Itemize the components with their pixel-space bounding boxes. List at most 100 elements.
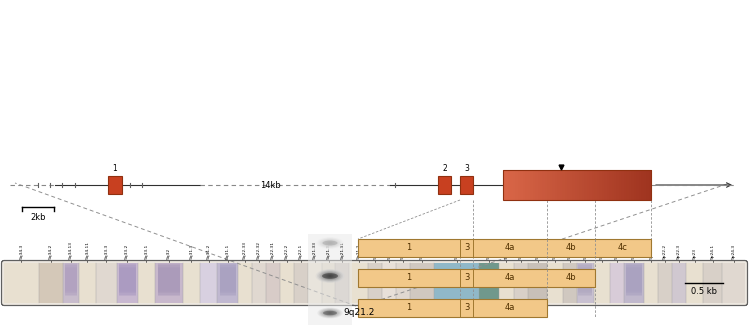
Ellipse shape bbox=[317, 237, 344, 249]
Bar bbox=[510, 170, 513, 200]
Bar bbox=[358, 269, 595, 287]
Ellipse shape bbox=[324, 240, 337, 246]
Bar bbox=[438, 176, 451, 194]
Text: 4a: 4a bbox=[505, 303, 515, 312]
Bar bbox=[525, 170, 528, 200]
Bar bbox=[636, 170, 639, 200]
Bar bbox=[597, 170, 600, 200]
Bar bbox=[607, 170, 610, 200]
Bar bbox=[308, 234, 352, 325]
Bar bbox=[533, 170, 536, 200]
Bar bbox=[594, 263, 610, 303]
Bar bbox=[294, 263, 308, 303]
Ellipse shape bbox=[315, 269, 345, 283]
Bar bbox=[79, 263, 96, 303]
Text: 9q21.31: 9q21.31 bbox=[340, 241, 345, 259]
Text: 3: 3 bbox=[464, 273, 469, 282]
Text: 9q34.2: 9q34.2 bbox=[49, 244, 53, 259]
Text: 2: 2 bbox=[442, 164, 447, 173]
Text: 1: 1 bbox=[112, 164, 118, 173]
Bar bbox=[503, 170, 506, 200]
Bar bbox=[567, 170, 570, 200]
Bar bbox=[252, 263, 266, 303]
Bar bbox=[219, 264, 236, 292]
Bar bbox=[625, 263, 642, 291]
Bar bbox=[219, 268, 236, 296]
Bar bbox=[622, 170, 625, 200]
Bar bbox=[158, 263, 180, 291]
Bar bbox=[308, 263, 321, 303]
Bar bbox=[616, 170, 619, 200]
Bar bbox=[200, 263, 217, 303]
Bar bbox=[723, 263, 745, 303]
Bar bbox=[686, 263, 703, 303]
Bar bbox=[521, 170, 524, 200]
Ellipse shape bbox=[322, 239, 338, 247]
Bar bbox=[643, 170, 646, 200]
Text: 0.5 kb: 0.5 kb bbox=[691, 287, 717, 296]
Bar bbox=[63, 263, 79, 303]
Text: 4a: 4a bbox=[505, 273, 515, 282]
Bar bbox=[64, 265, 77, 293]
Ellipse shape bbox=[329, 275, 332, 277]
Ellipse shape bbox=[322, 273, 338, 279]
Bar bbox=[587, 170, 589, 200]
Bar bbox=[610, 263, 623, 303]
Bar bbox=[434, 263, 479, 303]
Bar bbox=[460, 176, 473, 194]
Bar bbox=[266, 263, 280, 303]
Ellipse shape bbox=[318, 238, 342, 248]
Text: 9q22.32: 9q22.32 bbox=[257, 241, 261, 259]
Bar bbox=[557, 170, 560, 200]
Bar bbox=[358, 299, 548, 317]
Bar bbox=[592, 170, 595, 200]
Ellipse shape bbox=[325, 311, 335, 315]
Bar bbox=[604, 170, 607, 200]
Bar bbox=[528, 263, 548, 303]
Bar bbox=[183, 263, 200, 303]
Ellipse shape bbox=[321, 272, 339, 280]
Text: 9q21.33: 9q21.33 bbox=[312, 241, 317, 259]
Ellipse shape bbox=[321, 239, 339, 247]
Bar bbox=[382, 263, 396, 303]
Ellipse shape bbox=[327, 311, 334, 315]
Text: 9q34.3: 9q34.3 bbox=[19, 244, 23, 259]
Ellipse shape bbox=[329, 242, 331, 244]
Text: 9q32: 9q32 bbox=[167, 248, 171, 259]
Text: 9p13.3: 9p13.3 bbox=[583, 244, 587, 259]
Text: 9q21.13: 9q21.13 bbox=[373, 241, 377, 259]
FancyBboxPatch shape bbox=[1, 260, 748, 305]
Bar bbox=[623, 263, 644, 303]
Ellipse shape bbox=[317, 270, 343, 282]
Bar bbox=[479, 263, 499, 303]
Bar bbox=[624, 170, 627, 200]
Bar bbox=[572, 170, 575, 200]
Text: 4c: 4c bbox=[618, 243, 628, 252]
Bar bbox=[219, 263, 236, 291]
Bar bbox=[578, 268, 592, 296]
Bar bbox=[530, 170, 533, 200]
Bar bbox=[555, 170, 558, 200]
Bar bbox=[552, 170, 555, 200]
Text: 9p21.3: 9p21.3 bbox=[632, 244, 636, 259]
Ellipse shape bbox=[318, 307, 342, 318]
Bar bbox=[64, 264, 77, 292]
Bar bbox=[396, 263, 410, 303]
Text: 9q31.1: 9q31.1 bbox=[226, 244, 230, 259]
Bar bbox=[155, 263, 183, 303]
Text: 9p23: 9p23 bbox=[693, 248, 697, 259]
Ellipse shape bbox=[327, 242, 333, 244]
Text: 3: 3 bbox=[464, 243, 469, 252]
Ellipse shape bbox=[329, 312, 331, 314]
Bar bbox=[626, 170, 629, 200]
Bar bbox=[515, 263, 528, 303]
Ellipse shape bbox=[324, 273, 336, 279]
Bar bbox=[64, 263, 77, 291]
Bar bbox=[358, 239, 651, 257]
Bar bbox=[548, 263, 562, 303]
Bar bbox=[535, 170, 538, 200]
Bar bbox=[548, 170, 551, 200]
Bar bbox=[538, 170, 541, 200]
Bar bbox=[578, 267, 592, 295]
Text: 9p24.1: 9p24.1 bbox=[711, 244, 715, 259]
